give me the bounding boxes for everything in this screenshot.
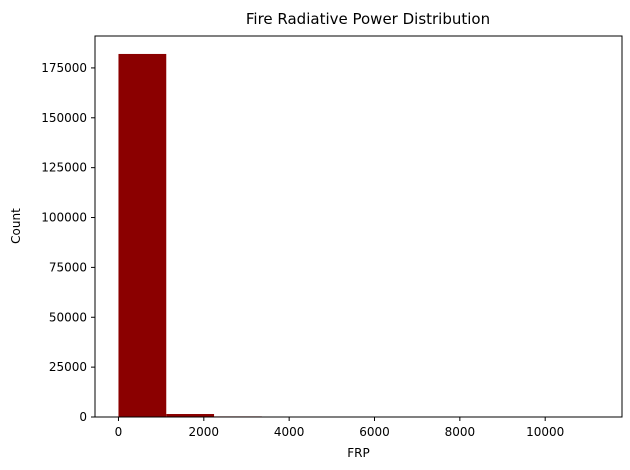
chart-title: Fire Radiative Power Distribution bbox=[246, 10, 490, 28]
y-tick-label-2: 50000 bbox=[49, 310, 87, 324]
y-tick-label-7: 175000 bbox=[41, 61, 87, 75]
bars-group bbox=[118, 53, 597, 417]
x-tick-label-0: 0 bbox=[115, 425, 123, 439]
y-tick-label-6: 150000 bbox=[41, 111, 87, 125]
x-tick-label-1: 2000 bbox=[189, 425, 220, 439]
x-axis-label: FRP bbox=[347, 446, 369, 460]
y-tick-label-3: 75000 bbox=[49, 260, 87, 274]
x-tick-label-3: 6000 bbox=[359, 425, 390, 439]
x-tick-label-4: 8000 bbox=[445, 425, 476, 439]
y-tick-label-4: 100000 bbox=[41, 211, 87, 225]
axes-frame bbox=[94, 35, 623, 418]
x-tick-label-2: 4000 bbox=[274, 425, 305, 439]
histogram-bar-0 bbox=[118, 53, 167, 417]
x-axis-ticks: 0 2000 4000 6000 8000 10000 bbox=[115, 417, 564, 439]
y-tick-label-1: 25000 bbox=[49, 360, 87, 374]
histogram-bar-1 bbox=[166, 414, 215, 417]
x-tick-label-5: 10000 bbox=[526, 425, 564, 439]
y-tick-label-0: 0 bbox=[79, 410, 87, 424]
y-tick-label-5: 125000 bbox=[41, 161, 87, 175]
y-axis-ticks: 0 25000 50000 75000 100000 125000 150000 175000 bbox=[41, 61, 95, 424]
y-axis-label: Count bbox=[9, 208, 23, 244]
